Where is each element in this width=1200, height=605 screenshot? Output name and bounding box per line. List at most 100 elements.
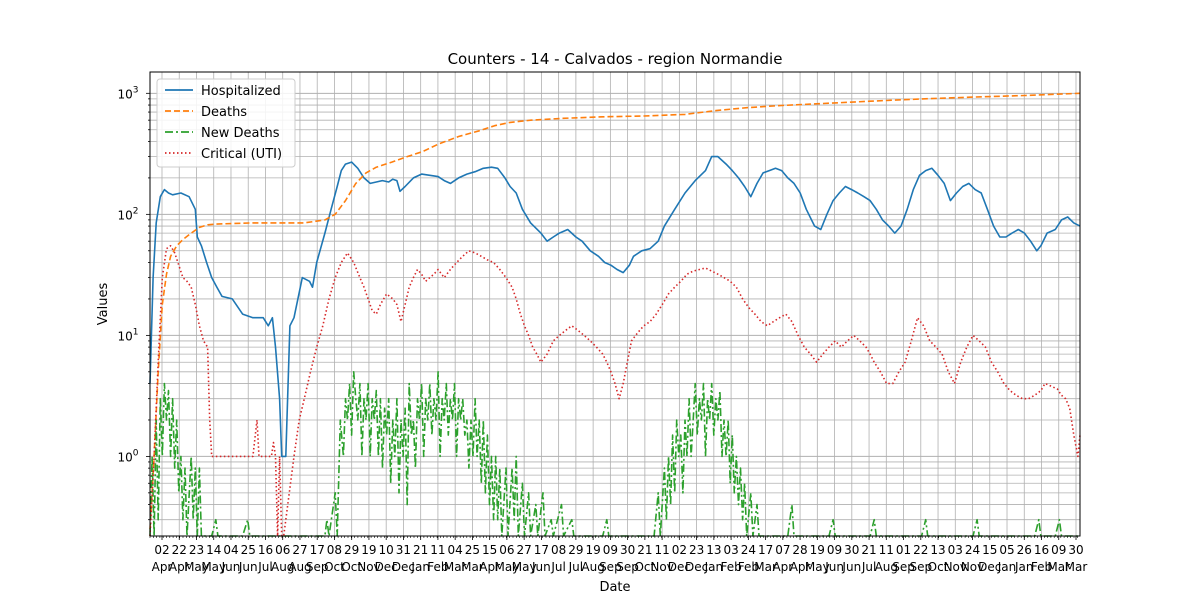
x-tick-day-label: 26 xyxy=(1017,543,1032,557)
x-tick-day-label: 05 xyxy=(999,543,1014,557)
x-tick-month-label: Jul xyxy=(550,560,565,574)
x-tick-month-label: Sep xyxy=(306,560,329,574)
x-tick-day-label: 30 xyxy=(844,543,859,557)
x-tick-month-label: Feb xyxy=(427,560,448,574)
x-tick-day-label: 24 xyxy=(741,543,756,557)
x-tick-month-label: May xyxy=(494,560,519,574)
x-tick-month-label: Mar xyxy=(1047,560,1070,574)
x-tick-day-label: 06 xyxy=(499,543,514,557)
x-tick-month-label: Oct xyxy=(324,560,345,574)
grid xyxy=(150,72,1080,536)
x-tick-day-label: 21 xyxy=(413,543,428,557)
x-axis-label: Date xyxy=(599,580,630,595)
x-tick-month-label: Apr xyxy=(152,560,173,574)
x-tick-month-label: Dec xyxy=(392,560,415,574)
x-tick-day-label: 09 xyxy=(1051,543,1066,557)
x-tick-month-label: Mar xyxy=(444,560,467,574)
x-tick-month-label: Apr xyxy=(169,560,190,574)
x-tick-day-label: 23 xyxy=(689,543,704,557)
legend-box xyxy=(156,78,296,168)
x-tick-month-label: Feb xyxy=(738,560,759,574)
x-tick-day-label: 30 xyxy=(1068,543,1083,557)
x-tick-month-label: Jun xyxy=(824,560,844,574)
x-tick-day-label: 08 xyxy=(551,543,566,557)
x-tick-month-label: Jan xyxy=(410,560,430,574)
x-tick-day-label: 19 xyxy=(361,543,376,557)
x-tick-day-label: 29 xyxy=(568,543,583,557)
x-tick-day-label: 03 xyxy=(723,543,738,557)
legend[interactable]: Hospitalized Deaths New Deaths Critical (UT… xyxy=(156,78,296,168)
series-layer xyxy=(149,92,1081,537)
x-tick-day-label: 25 xyxy=(465,543,480,557)
x-tick-month-label: Jul xyxy=(257,560,272,574)
x-tick-month-label: Apr xyxy=(479,560,500,574)
x-tick-month-label: Sep xyxy=(909,560,932,574)
x-tick-month-label: Feb xyxy=(720,560,741,574)
x-tick-day-label: 21 xyxy=(637,543,652,557)
series-line-critical-uti xyxy=(149,245,1081,537)
x-tick-month-label: Jun xyxy=(238,560,258,574)
series-line-hospitalized xyxy=(149,155,1081,458)
x-tick-day-label: 13 xyxy=(706,543,721,557)
x-tick-day-label: 03 xyxy=(948,543,963,557)
x-tick-month-label: Oct xyxy=(341,560,362,574)
x-tick-month-label: Aug xyxy=(288,560,311,574)
x-tick-day-label: 19 xyxy=(810,543,825,557)
x-tick-day-label: 11 xyxy=(654,543,669,557)
x-tick-day-label: 17 xyxy=(758,543,773,557)
x-tick-month-label: Apr xyxy=(772,560,793,574)
x-tick-month-label: Aug xyxy=(271,560,294,574)
legend-label: Deaths xyxy=(201,105,247,120)
x-tick-day-label: 22 xyxy=(172,543,187,557)
x-tick-day-label: 30 xyxy=(620,543,635,557)
x-tick-day-label: 06 xyxy=(275,543,290,557)
y-tick-label: 102 xyxy=(117,206,138,222)
x-tick-month-label: May xyxy=(201,560,226,574)
x-tick-day-label: 25 xyxy=(241,543,256,557)
x-tick-month-label: Nov xyxy=(357,560,380,574)
x-tick-day-label: 16 xyxy=(258,543,273,557)
x-tick-month-label: Mar xyxy=(461,560,484,574)
x-tick-day-label: 11 xyxy=(879,543,894,557)
x-tick-month-label: Dec xyxy=(978,560,1001,574)
x-tick-month-label: Jul xyxy=(861,560,876,574)
x-tick-day-label: 15 xyxy=(982,543,997,557)
x-tick-day-label: 17 xyxy=(310,543,325,557)
x-tick-month-label: Feb xyxy=(1031,560,1052,574)
x-tick-month-label: Jan xyxy=(1014,560,1034,574)
x-tick-day-label: 09 xyxy=(827,543,842,557)
x-tick-day-label: 07 xyxy=(775,543,790,557)
x-tick-day-label: 24 xyxy=(965,543,980,557)
x-tick-month-label: Jul xyxy=(568,560,583,574)
x-tick-month-label: Dec xyxy=(668,560,691,574)
x-tick-day-label: 11 xyxy=(430,543,445,557)
x-ticks: 02Apr22Apr23May14May04Jun25Jun16Jul06Aug… xyxy=(149,536,1088,574)
x-tick-day-label: 02 xyxy=(154,543,169,557)
series-line-deaths xyxy=(149,92,1081,530)
x-tick-month-label: Aug xyxy=(875,560,898,574)
legend-label: Hospitalized xyxy=(201,84,281,99)
x-tick-day-label: 27 xyxy=(517,543,532,557)
x-tick-day-label: 13 xyxy=(930,543,945,557)
x-tick-month-label: Sep xyxy=(616,560,639,574)
x-tick-month-label: Sep xyxy=(892,560,915,574)
x-tick-month-label: Aug xyxy=(581,560,604,574)
y-axis-label: Values xyxy=(96,283,111,326)
x-tick-month-label: May xyxy=(805,560,830,574)
x-tick-month-label: May xyxy=(184,560,209,574)
x-tick-day-label: 04 xyxy=(448,543,463,557)
x-tick-day-label: 19 xyxy=(585,543,600,557)
x-tick-month-label: Dec xyxy=(375,560,398,574)
x-tick-day-label: 16 xyxy=(1034,543,1049,557)
x-tick-month-label: Mar xyxy=(1065,560,1088,574)
x-tick-month-label: Nov xyxy=(944,560,967,574)
x-tick-month-label: May xyxy=(512,560,537,574)
x-tick-day-label: 08 xyxy=(327,543,342,557)
y-tick-label: 100 xyxy=(117,448,138,464)
x-tick-month-label: Dec xyxy=(685,560,708,574)
series-line-new-deaths xyxy=(149,371,1080,537)
x-tick-month-label: Oct xyxy=(634,560,655,574)
y-tick-label: 103 xyxy=(117,85,138,101)
